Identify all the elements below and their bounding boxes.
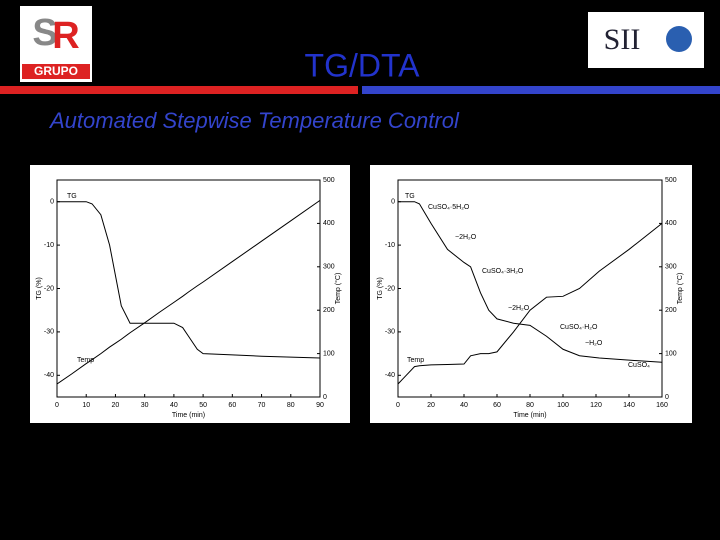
- y-axis-label: TG (%): [377, 277, 384, 300]
- y-tick-label: -40: [385, 372, 395, 379]
- y2-tick-label: 200: [665, 307, 677, 314]
- chart-panel: [370, 165, 692, 423]
- series-line: [56, 199, 321, 385]
- x-tick-label: 50: [199, 402, 207, 409]
- y2-tick-label: 0: [323, 394, 327, 401]
- series-line: [57, 201, 321, 359]
- title: TG/DTA: [305, 47, 421, 83]
- y-tick-label: -10: [385, 242, 395, 249]
- y-tick-label: -10: [44, 242, 54, 249]
- y-axis-label: TG (%): [36, 277, 43, 300]
- x-tick-label: 80: [287, 402, 295, 409]
- y2-tick-label: 100: [323, 350, 335, 357]
- annotation: CuSO₄·H₂O: [560, 324, 598, 331]
- y2-tick-label: 400: [665, 220, 677, 227]
- y-tick-label: -20: [44, 285, 54, 292]
- x-tick-label: 70: [258, 402, 266, 409]
- x-tick-label: 60: [228, 402, 236, 409]
- red-bar: [0, 86, 358, 94]
- x-tick-label: 160: [656, 402, 668, 409]
- subtitle: Automated Stepwise Temperature Control: [48, 108, 460, 133]
- x-axis-label: Time (min): [172, 412, 205, 419]
- x-tick-label: 120: [590, 402, 602, 409]
- series-label: TG: [67, 193, 77, 200]
- y-tick-label: -20: [385, 285, 395, 292]
- x-tick-label: 20: [112, 402, 120, 409]
- y2-tick-label: 200: [323, 307, 335, 314]
- x-tick-label: 10: [82, 402, 90, 409]
- y-tick-label: 0: [50, 199, 54, 206]
- y-tick-label: -30: [385, 329, 395, 336]
- series-label: Temp: [407, 357, 424, 364]
- annotation: CuSO₄: [628, 362, 650, 369]
- x-tick-label: 100: [557, 402, 569, 409]
- annotation: −2H₂O: [508, 305, 530, 312]
- x-tick-label: 40: [460, 402, 468, 409]
- y2-tick-label: 300: [323, 264, 335, 271]
- x-axis-label: Time (min): [513, 412, 546, 419]
- y-tick-label: -30: [44, 329, 54, 336]
- logo-sphere: [666, 26, 692, 52]
- y2-tick-label: 100: [665, 350, 677, 357]
- chart-panel: [30, 165, 350, 423]
- series-line: [398, 201, 663, 363]
- y2-tick-label: 300: [665, 264, 677, 271]
- x-tick-label: 90: [316, 402, 324, 409]
- x-tick-label: 140: [623, 402, 635, 409]
- annotation: CuSO₄·3H₂O: [482, 268, 524, 275]
- annotation: −H₂O: [585, 340, 603, 347]
- logo-text: GRUPO: [34, 64, 78, 78]
- series-label: Temp: [77, 357, 94, 364]
- logo-right-text: SII: [604, 23, 641, 56]
- x-tick-label: 0: [396, 402, 400, 409]
- x-tick-label: 40: [170, 402, 178, 409]
- annotation: CuSO₄·5H₂O: [428, 204, 470, 211]
- logo-r: R: [52, 15, 79, 57]
- y2-tick-label: 0: [665, 394, 669, 401]
- y2-tick-label: 500: [665, 177, 677, 184]
- x-tick-label: 0: [55, 402, 59, 409]
- annotation: −2H₂O: [455, 234, 477, 241]
- x-tick-label: 20: [427, 402, 435, 409]
- series-line: [397, 223, 663, 385]
- y-tick-label: 0: [391, 199, 395, 206]
- chart: 0 10 20 30 40 50 60 70 80 900-10-20-30-4001002003…: [36, 177, 342, 419]
- logo-band: [22, 64, 90, 79]
- y2-axis-label: Temp (°C): [334, 273, 342, 305]
- y2-tick-label: 400: [323, 220, 335, 227]
- y2-axis-label: Temp (°C): [676, 273, 684, 305]
- chart: 0 20 40 60 80 100 120 140 1600-10-20-30-40010020…: [377, 177, 684, 419]
- x-tick-label: 80: [526, 402, 534, 409]
- y2-tick-label: 500: [323, 177, 335, 184]
- logo-s: S: [32, 12, 57, 54]
- x-tick-label: 60: [493, 402, 501, 409]
- blue-bar: [362, 86, 720, 94]
- x-tick-label: 30: [141, 402, 149, 409]
- y-tick-label: -40: [44, 372, 54, 379]
- series-label: TG: [405, 193, 415, 200]
